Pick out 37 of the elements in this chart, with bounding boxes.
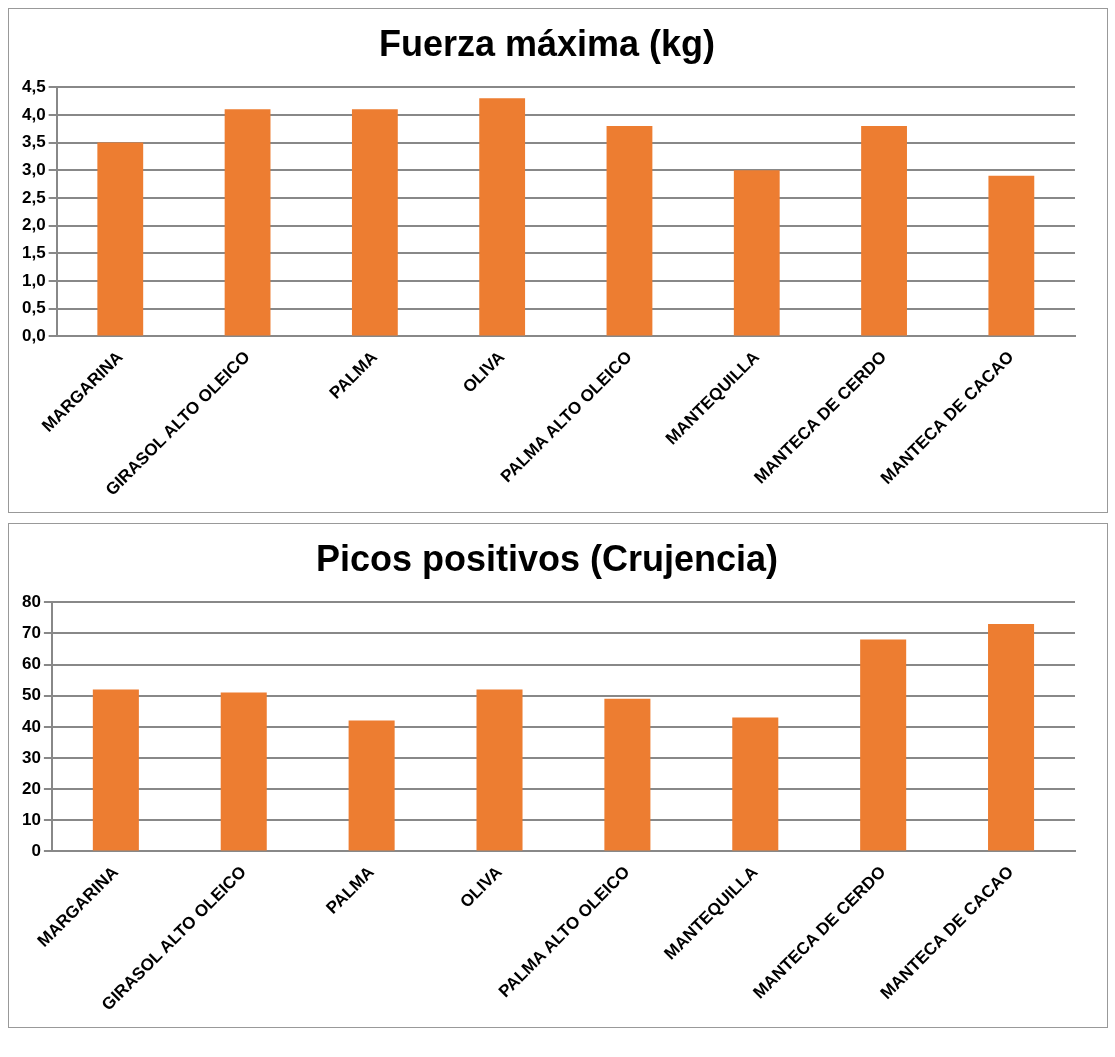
y-tick-label: 50 [21, 685, 41, 705]
bar [988, 175, 1035, 336]
bar [348, 720, 395, 851]
bar [860, 639, 907, 851]
y-tick-label: 80 [21, 591, 41, 611]
y-tick-label: 2,0 [21, 215, 46, 235]
y-tick-label: 0 [31, 841, 41, 861]
bar [606, 125, 653, 336]
bar [732, 717, 779, 851]
y-tick-label: 30 [21, 747, 41, 767]
bar [476, 689, 523, 851]
y-tick-label: 20 [21, 778, 41, 798]
bar [733, 170, 780, 336]
y-tick-label: 1,0 [21, 270, 46, 290]
bar [224, 109, 271, 336]
bar [604, 698, 651, 851]
y-tick-label: 3,0 [21, 159, 46, 179]
bar [97, 142, 144, 336]
y-tick-label: 3,5 [21, 132, 46, 152]
chart-title: Picos positivos (Crujencia) [315, 537, 779, 579]
y-tick-label: 2,5 [21, 187, 46, 207]
bar [351, 109, 398, 336]
bar [988, 624, 1035, 851]
bar [861, 125, 907, 336]
y-tick-label: 10 [21, 809, 41, 829]
y-tick-label: 0,0 [21, 326, 46, 346]
y-tick-label: 0,5 [21, 298, 46, 318]
y-tick-label: 70 [21, 623, 41, 643]
y-tick-label: 1,5 [21, 243, 46, 263]
bar [220, 692, 267, 851]
bar [479, 98, 526, 336]
y-tick-label: 4,0 [21, 104, 46, 124]
bar [92, 689, 139, 851]
y-tick-label: 60 [21, 654, 41, 674]
chart-title: Fuerza máxima (kg) [378, 22, 716, 64]
y-tick-label: 40 [21, 716, 41, 736]
y-tick-label: 4,5 [21, 76, 46, 96]
